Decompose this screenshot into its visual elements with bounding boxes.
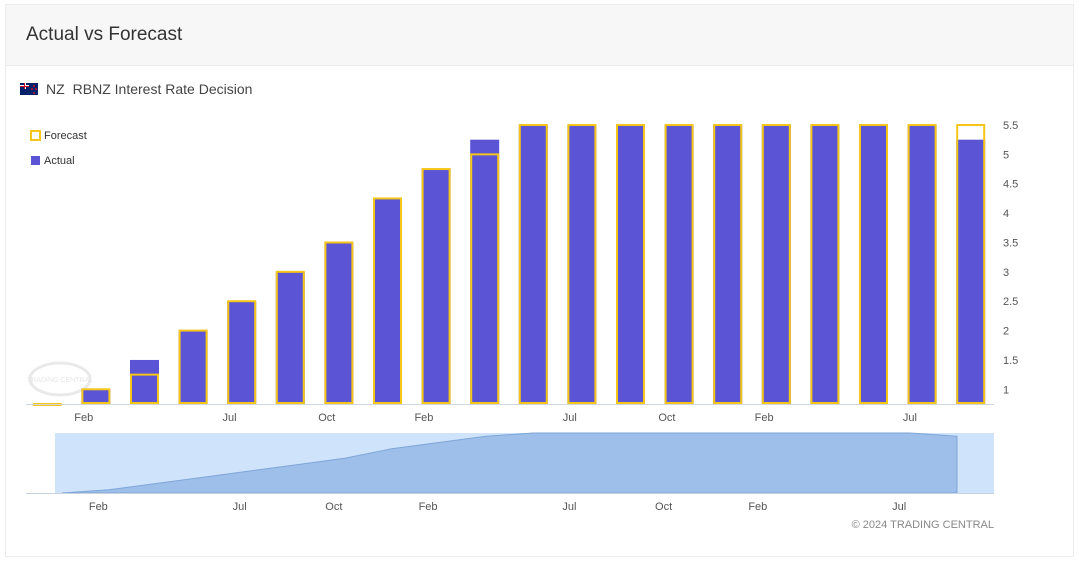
y-tick-label: 5 (1003, 149, 1009, 161)
actual-bar[interactable] (470, 139, 500, 404)
x-tick-label: Feb (755, 412, 774, 424)
forecast-bar[interactable] (616, 124, 645, 404)
legend: Forecast Actual (30, 130, 87, 167)
y-tick-label: 5.5 (1003, 120, 1018, 132)
navigator-x-tick-label: Feb (419, 501, 438, 513)
actual-bar[interactable] (130, 359, 159, 404)
actual-bar[interactable] (373, 198, 402, 404)
y-tick-label: 1.5 (1003, 355, 1018, 367)
forecast-bar[interactable] (373, 197, 402, 404)
navigator-x-tick-label: Oct (325, 501, 342, 513)
actual-bar[interactable] (907, 125, 937, 404)
actual-bar[interactable] (664, 125, 694, 404)
x-tick-label: Jul (223, 412, 237, 424)
navigator-x-tick-label: Feb (748, 501, 767, 513)
navigator-x-tick-label: Jul (892, 501, 906, 513)
actual-bar[interactable] (421, 169, 451, 404)
forecast-bar[interactable] (227, 300, 257, 405)
forecast-bar[interactable] (859, 124, 888, 404)
actual-bar[interactable] (178, 330, 208, 404)
actual-bar[interactable] (227, 301, 257, 404)
forecast-bar[interactable] (470, 153, 500, 404)
navigator-x-tick-label: Jul (233, 501, 247, 513)
x-tick-label: Oct (658, 412, 675, 424)
forecast-bar[interactable] (664, 124, 694, 404)
forecast-bar[interactable] (324, 241, 354, 404)
trading-central-watermark-icon: TRADING CENTRAL (27, 361, 93, 397)
actual-bar[interactable] (956, 139, 986, 404)
actual-bar[interactable] (275, 271, 305, 404)
legend-forecast-label: Forecast (44, 130, 87, 142)
navigator-x-tick-label: Feb (89, 501, 108, 513)
x-axis: Feb Jul Oct Feb Jul Oct Feb Jul (74, 412, 917, 424)
svg-text:TRADING CENTRAL: TRADING CENTRAL (27, 377, 93, 384)
new-zealand-flag-icon (20, 83, 38, 95)
y-tick-label: 4 (1003, 208, 1009, 220)
x-tick-label: Feb (414, 412, 433, 424)
forecast-bar[interactable] (761, 124, 791, 404)
actual-bar[interactable] (518, 125, 548, 404)
forecast-bar[interactable] (130, 373, 159, 405)
y-tick-label: 3.5 (1003, 237, 1018, 249)
x-tick-label: Feb (74, 412, 93, 424)
actual-bar[interactable] (713, 125, 743, 404)
actual-bar[interactable] (859, 125, 888, 404)
navigator-x-tick-label: Jul (562, 501, 576, 513)
x-tick-label: Oct (318, 412, 335, 424)
indicator-label: NZ RBNZ Interest Rate Decision (20, 80, 252, 98)
indicator-name: RBNZ Interest Rate Decision (72, 81, 253, 97)
y-tick-label: 4.5 (1003, 179, 1018, 191)
forecast-bar[interactable] (907, 124, 937, 404)
y-axis: 1 1.5 2 2.5 3 3.5 4 4.5 5 5.5 (1003, 120, 1018, 396)
y-tick-label: 2.5 (1003, 296, 1018, 308)
legend-actual-swatch (31, 156, 40, 165)
y-tick-label: 1 (1003, 384, 1009, 396)
forecast-bar[interactable] (421, 168, 451, 404)
navigator-x-axis: Feb Jul Oct Feb Jul Oct Feb Jul (89, 501, 906, 513)
actual-bar[interactable] (324, 242, 354, 404)
forecast-bar[interactable] (518, 124, 548, 404)
bars-group (32, 124, 986, 406)
actual-bar[interactable] (81, 389, 111, 404)
navigator-x-tick-label: Oct (655, 501, 672, 513)
actual-bar[interactable] (616, 125, 645, 404)
y-tick-label: 3 (1003, 267, 1009, 279)
navigator[interactable]: Feb Jul Oct Feb Jul Oct Feb Jul (26, 432, 994, 513)
forecast-bar[interactable] (178, 329, 208, 404)
copyright: © 2024 TRADING CENTRAL (851, 519, 994, 531)
legend-actual-label: Actual (44, 155, 75, 167)
page-title: Actual vs Forecast (26, 24, 183, 45)
actual-bar[interactable] (761, 125, 791, 404)
x-tick-label: Jul (563, 412, 577, 424)
card-header: Actual vs Forecast (6, 5, 1073, 66)
x-tick-label: Jul (903, 412, 917, 424)
actual-bar[interactable] (810, 125, 840, 404)
forecast-bar[interactable] (567, 124, 597, 404)
forecast-bar[interactable] (810, 124, 840, 404)
legend-forecast-swatch (30, 130, 41, 141)
y-tick-label: 2 (1003, 326, 1009, 338)
forecast-bar[interactable] (81, 388, 111, 405)
forecast-bar[interactable] (713, 124, 743, 404)
forecast-bar[interactable] (275, 270, 305, 404)
forecast-bar[interactable] (956, 124, 986, 404)
country-code: NZ (46, 81, 65, 97)
navigator-series (61, 432, 958, 494)
actual-bar[interactable] (567, 125, 597, 404)
